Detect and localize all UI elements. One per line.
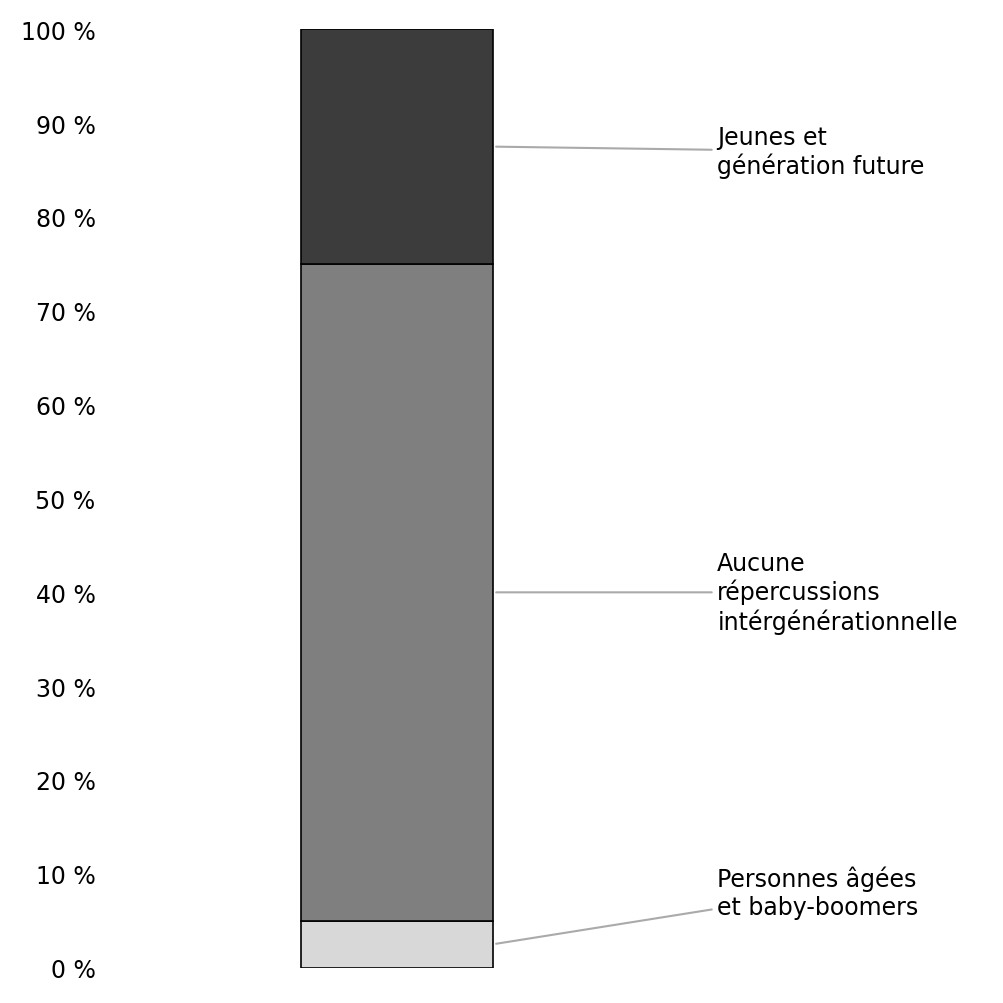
Text: Aucune
répercussions
intérgénérationnelle: Aucune répercussions intérgénérationnell… <box>495 552 957 634</box>
Text: Jeunes et
génération future: Jeunes et génération future <box>495 125 924 179</box>
Bar <box>301 921 492 968</box>
Text: Personnes âgées
et baby-boomers: Personnes âgées et baby-boomers <box>495 866 918 944</box>
Bar <box>301 30 492 265</box>
Bar <box>301 265 492 921</box>
